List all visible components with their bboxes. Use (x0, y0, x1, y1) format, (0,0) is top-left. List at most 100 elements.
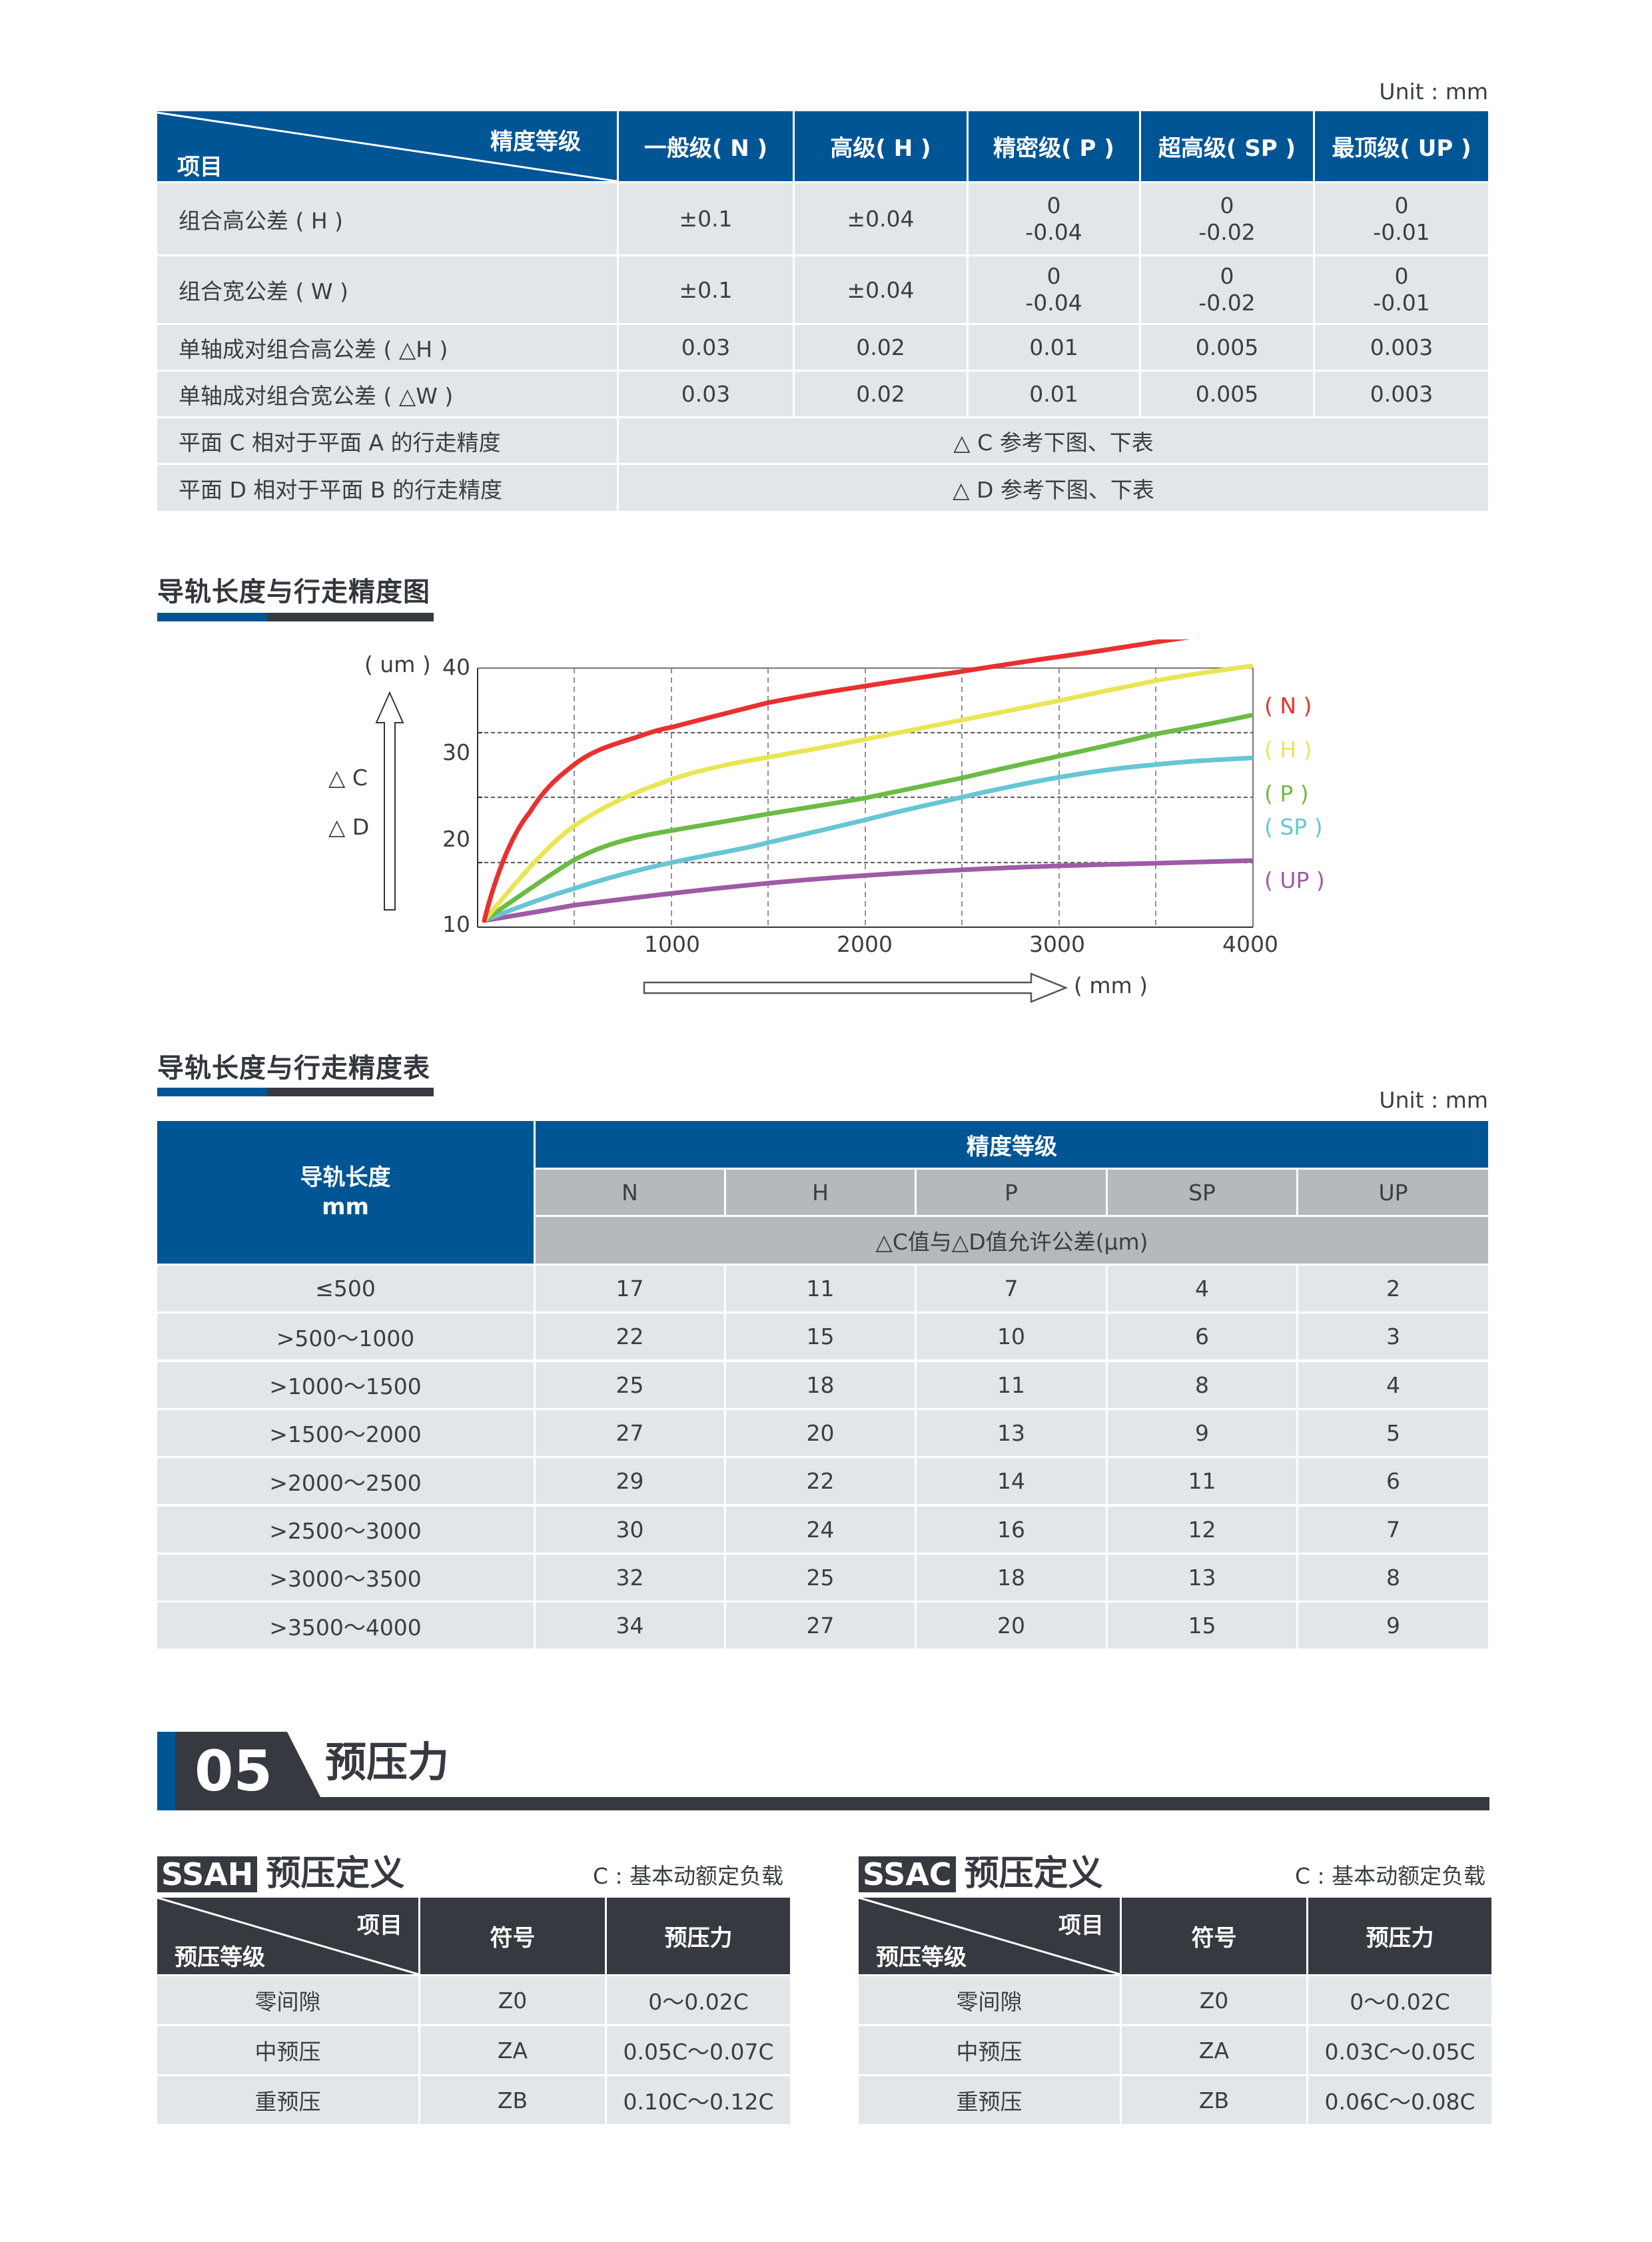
table-cell: 0.003 (1315, 325, 1488, 370)
span-cell-plane-d: △ D 参考下图、下表 (619, 465, 1488, 511)
tolerance-cell: 29 (536, 1458, 724, 1505)
series-up (482, 858, 1254, 923)
load-note: C : 基本动额定负载 (1295, 1863, 1486, 1889)
x-tick-3000: 3000 (1029, 931, 1085, 957)
lower-tolerance: -0.04 (1025, 218, 1082, 245)
col-header-symbol: 符号 (1122, 1898, 1306, 1974)
grade-header-sp: SP (1108, 1170, 1296, 1215)
diagonal-divider (859, 1898, 1120, 1974)
y-unit-label: ( um ) (364, 651, 431, 677)
right-arrow-icon (643, 972, 1068, 1003)
preload-definition-title: 预压定义 (964, 1854, 1103, 1894)
table-cell: 0.005 (1141, 325, 1313, 370)
unit-label: Unit : mm (1379, 79, 1488, 105)
table-cell: ±0.04 (795, 256, 967, 323)
title-underline-blue (157, 1088, 267, 1096)
preload-symbol-cell: ZA (420, 2026, 605, 2074)
table-cell: 0.01 (969, 325, 1139, 370)
preload-definition-title: 预压定义 (266, 1854, 405, 1894)
accuracy-chart (306, 626, 1346, 1012)
tolerance-cell: 22 (536, 1313, 724, 1360)
chart-svg (477, 626, 1254, 928)
preload-level-cell: 零间隙 (859, 1976, 1120, 2024)
length-range-cell: >3500～4000 (157, 1603, 534, 1649)
length-range-cell: >1000～1500 (157, 1361, 534, 1408)
preload-level-cell: 中预压 (157, 2026, 418, 2074)
tolerance-cell: 17 (536, 1266, 724, 1311)
table-cell: 0.02 (795, 325, 967, 370)
corner-top-label: 项目 (357, 1912, 402, 1939)
model-tag: SSAC (859, 1856, 956, 1892)
tolerance-cell: 12 (1108, 1506, 1296, 1553)
up-arrow-icon (375, 691, 404, 911)
corner-bottom-label: 项目 (177, 154, 222, 181)
sub-header: △C值与△D值允许公差(μm) (536, 1217, 1488, 1264)
row-header-line1: 导轨长度 (300, 1164, 391, 1191)
lower-tolerance: -0.04 (1025, 290, 1082, 316)
series-n (482, 626, 1254, 923)
length-range-cell: >2000～2500 (157, 1458, 534, 1505)
lower-tolerance: -0.02 (1198, 218, 1256, 245)
x-tick-2000: 2000 (837, 931, 893, 957)
grade-header-h: H (726, 1170, 915, 1215)
tolerance-cell: 7 (1298, 1506, 1488, 1553)
tolerance-cell: 4 (1108, 1266, 1296, 1311)
table-cell: 0.02 (795, 372, 967, 416)
preload-symbol-cell: ZA (1122, 2026, 1306, 2074)
section-05-header: 05 预压力 (157, 1732, 1489, 1810)
grade-header-up: UP (1298, 1170, 1488, 1215)
corner-top-label: 项目 (1058, 1912, 1104, 1939)
tolerance-cell: 7 (917, 1266, 1106, 1311)
tolerance-cell: 24 (726, 1506, 915, 1553)
preload-symbol-cell: Z0 (1122, 1976, 1306, 2024)
col-header-up: 最顶级( UP ) (1315, 111, 1488, 181)
preload-force-cell: 0.10C～0.12C (607, 2076, 790, 2124)
tolerance-cell: 4 (1298, 1361, 1488, 1408)
tolerance-cell: 22 (726, 1458, 915, 1505)
table-cell: 0 -0.02 (1141, 183, 1313, 254)
legend-sp: ( SP ) (1264, 814, 1323, 840)
preload-symbol-cell: Z0 (420, 1976, 605, 2024)
tolerance-cell: 32 (536, 1554, 724, 1601)
ssah-title: SSAH 预压定义 (157, 1845, 404, 1895)
table-cell: 0.03 (619, 372, 793, 416)
load-note: C : 基本动额定负载 (593, 1863, 784, 1889)
tolerance-cell: 34 (536, 1603, 724, 1649)
table-cell: ±0.1 (619, 183, 793, 254)
table-cell: 0 -0.04 (969, 183, 1139, 254)
length-range-cell: ≤500 (157, 1266, 534, 1311)
legend-n: ( N ) (1264, 693, 1312, 719)
row-label-plane-c: 平面 C 相对于平面 A 的行走精度 (157, 418, 617, 463)
row-label-pair-width-tolerance: 单轴成对组合宽公差 ( △W ) (157, 372, 617, 416)
preload-level-cell: 重预压 (157, 2076, 418, 2124)
row-header: 导轨长度 mm (157, 1121, 534, 1264)
tolerance-cell: 11 (917, 1361, 1106, 1408)
ssac-title: SSAC 预压定义 (859, 1845, 1103, 1895)
tolerance-cell: 5 (1298, 1409, 1488, 1456)
tolerance-cell: 6 (1298, 1458, 1488, 1505)
ssac-preload-table: 项目 预压等级 符号 预压力 零间隙 Z0 0～0.02C 中预压 ZA 0.03C～0.… (859, 1898, 1491, 2125)
table-cell: 0 -0.01 (1315, 256, 1488, 323)
corner-header: 项目 预压等级 (859, 1898, 1120, 1974)
y-tick-40: 40 (442, 654, 470, 680)
y-axis-label-c: △ C (328, 765, 368, 791)
corner-bottom-label: 预压等级 (175, 1944, 265, 1971)
title-underline-dark (267, 613, 434, 621)
x-tick-4000: 4000 (1222, 931, 1278, 957)
preload-symbol-cell: ZB (420, 2076, 605, 2124)
tolerance-cell: 3 (1298, 1313, 1488, 1360)
accuracy-table: 精度等级 项目 一般级( N ) 高级( H ) 精密级( P ) 超高级( S… (157, 111, 1488, 511)
tolerance-cell: 16 (917, 1506, 1106, 1553)
length-range-cell: >500～1000 (157, 1313, 534, 1360)
grade-header-n: N (536, 1170, 724, 1215)
col-header-n: 一般级( N ) (619, 111, 793, 181)
model-tag: SSAH (157, 1856, 258, 1892)
lower-tolerance: -0.02 (1198, 290, 1256, 316)
legend-h: ( H ) (1264, 737, 1312, 763)
title-underline-blue (157, 613, 267, 621)
y-tick-20: 20 (442, 826, 470, 852)
title-underline-dark (267, 1088, 434, 1096)
section-title: 预压力 (325, 1738, 450, 1786)
corner-bottom-label: 预压等级 (876, 1944, 967, 1971)
series-h (482, 663, 1254, 923)
